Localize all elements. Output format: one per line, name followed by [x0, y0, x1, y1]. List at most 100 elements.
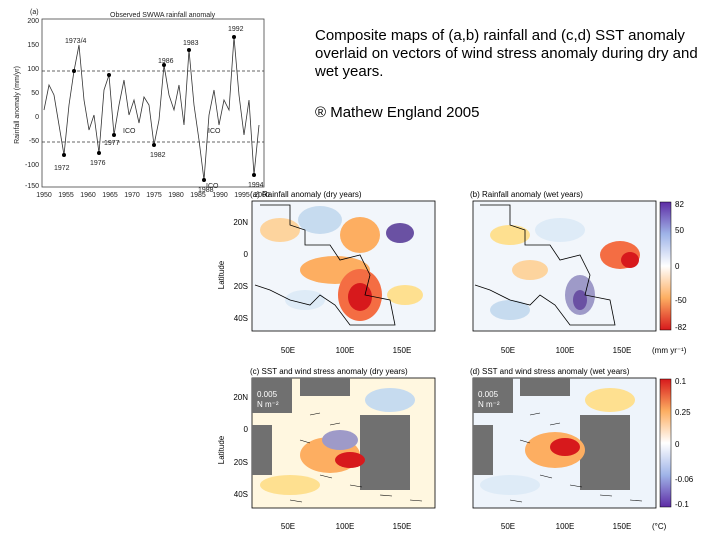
xtick: 2000: [254, 192, 270, 199]
rain-colorbar: 82 50 0 -50 -82 (mm yr⁻¹): [652, 200, 687, 355]
annotation: ICO: [123, 128, 136, 135]
rain-scale-tick: -50: [675, 296, 687, 305]
timeseries-yticks: 200 150 100 50 0 -50 -100 -150: [25, 18, 39, 190]
rain-scale-tick: 82: [675, 200, 684, 209]
point: [72, 69, 76, 73]
point: [252, 173, 256, 177]
lat-tick: 0: [244, 250, 249, 259]
xtick: 1995: [234, 192, 250, 199]
rain-units: (mm yr⁻¹): [652, 346, 687, 355]
lon-tick: 150E: [393, 522, 412, 531]
annotation: 1972: [54, 165, 70, 172]
annotation: 1992: [228, 26, 244, 33]
lon-tick: 100E: [336, 522, 355, 531]
vector-scale-units: N m⁻²: [478, 400, 500, 409]
rainfall-timeseries: (a) Observed SWWA rainfall anomaly Rainf…: [14, 9, 270, 199]
vector-scale-value: 0.005: [257, 390, 278, 399]
lat-tick: 20S: [234, 282, 248, 291]
panel-c-title: (c) SST and wind stress anomaly (dry yea…: [250, 367, 408, 376]
rain-scale-tick: 50: [675, 226, 684, 235]
timeseries-frame: [41, 18, 265, 188]
point: [107, 73, 111, 77]
point: [62, 153, 66, 157]
point: [187, 48, 191, 52]
ytick: -50: [29, 138, 39, 145]
sst-scale-tick: -0.1: [675, 500, 689, 509]
annotation: 1986: [158, 58, 174, 65]
lat-tick: 40S: [234, 490, 248, 499]
rain-scale-tick: 0: [675, 262, 680, 271]
timeseries-xticks: 1950 1955 1960 1965 1970 1975 1980 1985 …: [36, 192, 270, 199]
sst-units: (°C): [652, 522, 667, 531]
vector-scale-units: N m⁻²: [257, 400, 279, 409]
timeseries-points: [62, 35, 256, 182]
point: [112, 133, 116, 137]
lon-tick: 100E: [556, 522, 575, 531]
xtick: 1955: [58, 192, 74, 199]
point: [152, 143, 156, 147]
annotation: 1982: [150, 152, 166, 159]
rainfall-series-line: [43, 36, 260, 181]
timeseries-panel-label: (a): [30, 9, 39, 16]
lon-tick: 50E: [281, 522, 295, 531]
figure-credit: ® Mathew England 2005: [315, 104, 480, 121]
lat-tick: 0: [244, 425, 249, 434]
vector-scale-value: 0.005: [478, 390, 499, 399]
panel-a-coastline: [254, 204, 396, 326]
sst-scale-tick: 0.25: [675, 408, 691, 417]
xtick: 1980: [168, 192, 184, 199]
panel-d-map: 0.005 N m⁻² 50E 100E 150E: [472, 377, 657, 531]
point: [162, 63, 166, 67]
panel-c-map: 0.005 N m⁻² 20N 0 20S 40S 50E 100E 150E: [233, 377, 436, 531]
point: [97, 151, 101, 155]
lat-tick: 40S: [234, 314, 248, 323]
xtick: 1960: [80, 192, 96, 199]
xtick: 1975: [146, 192, 162, 199]
xtick: 1990: [212, 192, 228, 199]
panel-ab-ylabel: Latitude: [217, 260, 226, 289]
annotation: 1988: [198, 187, 214, 194]
lat-tick: 20S: [234, 458, 248, 467]
xtick: 1950: [36, 192, 52, 199]
ytick: -150: [25, 183, 39, 190]
point: [232, 35, 236, 39]
timeseries-title: Observed SWWA rainfall anomaly: [110, 12, 216, 19]
lon-tick: 150E: [393, 346, 412, 355]
ytick: 200: [27, 18, 39, 25]
xtick: 1985: [190, 192, 206, 199]
panel-b-map: 50E 100E 150E: [472, 200, 657, 355]
lon-tick: 150E: [613, 346, 632, 355]
sst-scale-tick: 0.1: [675, 377, 687, 386]
xtick: 1965: [102, 192, 118, 199]
sst-scale-tick: 0: [675, 440, 680, 449]
lon-tick: 50E: [501, 346, 515, 355]
lon-tick: 150E: [613, 522, 632, 531]
ytick: 50: [31, 90, 39, 97]
lon-tick: 100E: [336, 346, 355, 355]
lat-tick: 20N: [233, 393, 248, 402]
timeseries-annotations: 1973/4 1992 1983 1986 1972 1976 1977 198…: [54, 26, 264, 194]
lon-tick: 100E: [556, 346, 575, 355]
panel-b-coastline: [474, 204, 616, 326]
lon-tick: 50E: [281, 346, 295, 355]
timeseries-ylabel: Rainfall anomaly (mm/yr): [14, 66, 21, 144]
panel-a-title: (a) Rainfall anomaly (dry years): [250, 190, 362, 199]
ytick: 100: [27, 66, 39, 73]
annotation: 1973/4: [65, 38, 87, 45]
panel-d-title: (d) SST and wind stress anomaly (wet yea…: [470, 367, 630, 376]
lon-tick: 50E: [501, 522, 515, 531]
ytick: 0: [35, 114, 39, 121]
point: [202, 178, 206, 182]
rain-colorbar-bar: [659, 201, 672, 331]
xtick: 1970: [124, 192, 140, 199]
lat-tick: 20N: [233, 218, 248, 227]
sst-colorbar-bar: [659, 378, 672, 508]
panel-d-wind-vectors: [509, 412, 643, 503]
panel-a-map: 20N 0 20S 40S 50E 100E 150E: [233, 200, 436, 355]
panel-cd-ylabel: Latitude: [217, 435, 226, 464]
ytick: 150: [27, 42, 39, 49]
panel-b-title: (b) Rainfall anomaly (wet years): [470, 190, 583, 199]
composite-maps-figure: (a) Rainfall anomaly (dry years) (b) Rai…: [217, 190, 694, 531]
annotation: 1976: [90, 160, 106, 167]
annotation: 1977: [104, 140, 120, 147]
